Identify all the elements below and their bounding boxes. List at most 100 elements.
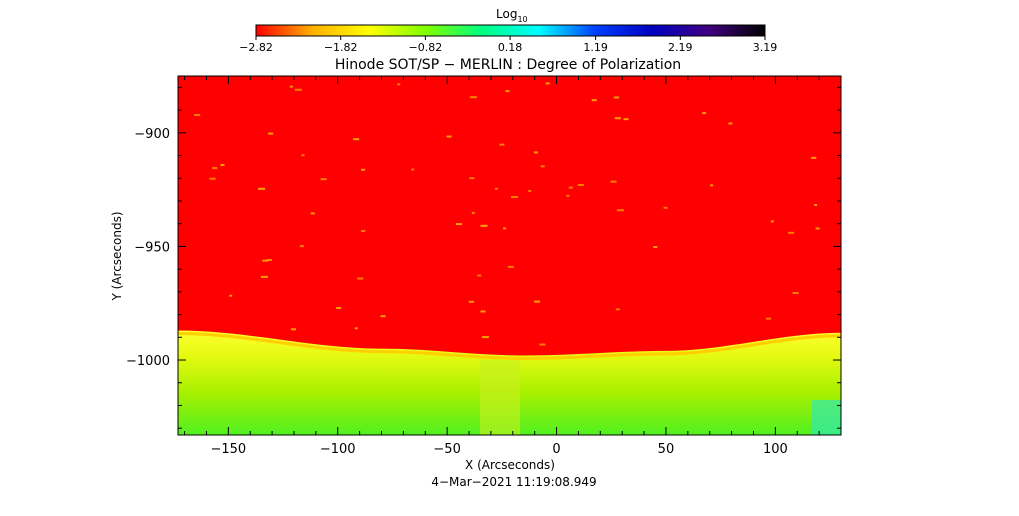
colorbar-tick-label: −0.82 (409, 41, 443, 54)
speckle (505, 90, 510, 93)
speckle (301, 154, 305, 157)
speckle (511, 196, 518, 198)
timestamp: 4−Mar−2021 11:19:08.949 (431, 475, 596, 489)
speckle (540, 165, 545, 168)
speckle (610, 180, 617, 183)
speckle (336, 307, 342, 309)
y-axis: −900 −950 −1000 (126, 86, 841, 429)
x-tick-label: −100 (320, 442, 356, 457)
speckle (209, 177, 216, 180)
speckle (456, 223, 462, 226)
speckle (310, 212, 315, 215)
speckle (616, 209, 624, 212)
speckle (815, 227, 820, 230)
speckle (289, 85, 293, 88)
x-tick-label: 50 (658, 442, 675, 457)
speckle (615, 308, 620, 311)
colorbar-gradient (255, 24, 766, 37)
speckle (320, 178, 327, 181)
speckle (811, 156, 817, 159)
colorbar-label: Log10 (496, 7, 528, 24)
speckle (728, 122, 733, 125)
speckle (353, 138, 360, 141)
speckle (258, 187, 266, 190)
speckle (291, 328, 296, 331)
speckle (545, 82, 550, 85)
limb-band (178, 332, 841, 361)
speckle (361, 230, 366, 232)
off-limb-blue-patch (812, 400, 841, 435)
speckle (268, 132, 274, 135)
speckle (477, 274, 482, 277)
speckle (528, 190, 532, 192)
speckle (499, 143, 505, 146)
speckle (814, 204, 818, 206)
speckle (212, 167, 218, 170)
speckle (792, 292, 799, 294)
speckle (766, 317, 771, 320)
speckle (539, 343, 546, 346)
speckle (397, 83, 401, 86)
speckle (614, 117, 621, 120)
speckle (411, 168, 415, 171)
speckle (494, 187, 498, 190)
speckle (507, 265, 514, 268)
speckle (710, 184, 714, 187)
colorbar-tick-label: −2.82 (239, 41, 273, 54)
speckle (446, 135, 452, 138)
speckle (566, 194, 570, 197)
y-axis-label: Y (Arcseconds) (110, 211, 124, 301)
y-tick-label: −1000 (126, 354, 170, 369)
y-tick-label: −900 (134, 127, 170, 142)
speckle (469, 177, 475, 180)
speckle (481, 336, 489, 339)
colorbar-tick-label: 2.19 (668, 41, 693, 54)
plot-frame (177, 75, 842, 436)
speckle (266, 259, 272, 261)
x-tick-label: −50 (433, 442, 460, 457)
speckle (471, 211, 475, 214)
off-limb-dark-streak (480, 360, 520, 435)
colorbar-tick-label: 3.19 (753, 41, 778, 54)
heatmap-image (178, 76, 841, 435)
speckle (591, 99, 597, 102)
speckle (503, 227, 507, 230)
colorbar-ticks: −2.82 −1.82 −0.82 0.18 1.19 2.19 3.19 (239, 36, 777, 54)
x-tick-label: 100 (763, 442, 788, 457)
speckle (220, 164, 225, 166)
speckle (480, 310, 486, 313)
speckle (623, 118, 629, 121)
speckle (469, 96, 477, 99)
speckle (354, 327, 358, 330)
speckle (770, 220, 774, 223)
x-axis: −150 −100 −50 0 50 100 (184, 76, 842, 457)
speckle (361, 168, 366, 171)
speckle (380, 315, 386, 318)
on-disk-region (178, 76, 841, 356)
speckle (260, 275, 268, 278)
y-tick-label: −950 (134, 240, 170, 255)
speckle (577, 184, 584, 186)
colorbar-tick-label: 1.19 (583, 41, 608, 54)
x-tick-label: −150 (210, 442, 246, 457)
speckle (299, 245, 304, 248)
speckle (788, 231, 795, 234)
speckle (468, 300, 474, 303)
speckle (653, 246, 658, 248)
speckle (613, 96, 619, 99)
speckle (229, 294, 233, 297)
speckle (533, 151, 538, 154)
speckle (294, 88, 302, 91)
speckle (357, 277, 364, 280)
speckle (568, 186, 573, 189)
polarization-speckles (194, 82, 820, 346)
speckle (262, 259, 269, 262)
speckle (663, 206, 668, 209)
colorbar: Log10 −2.82 −1.82 −0.82 0.18 1.19 2.19 3.19 (239, 7, 777, 54)
speckle (534, 300, 541, 303)
colorbar-tick-label: −1.82 (324, 41, 358, 54)
x-axis-label: X (Arcseconds) (465, 458, 555, 472)
speckle (480, 224, 488, 227)
